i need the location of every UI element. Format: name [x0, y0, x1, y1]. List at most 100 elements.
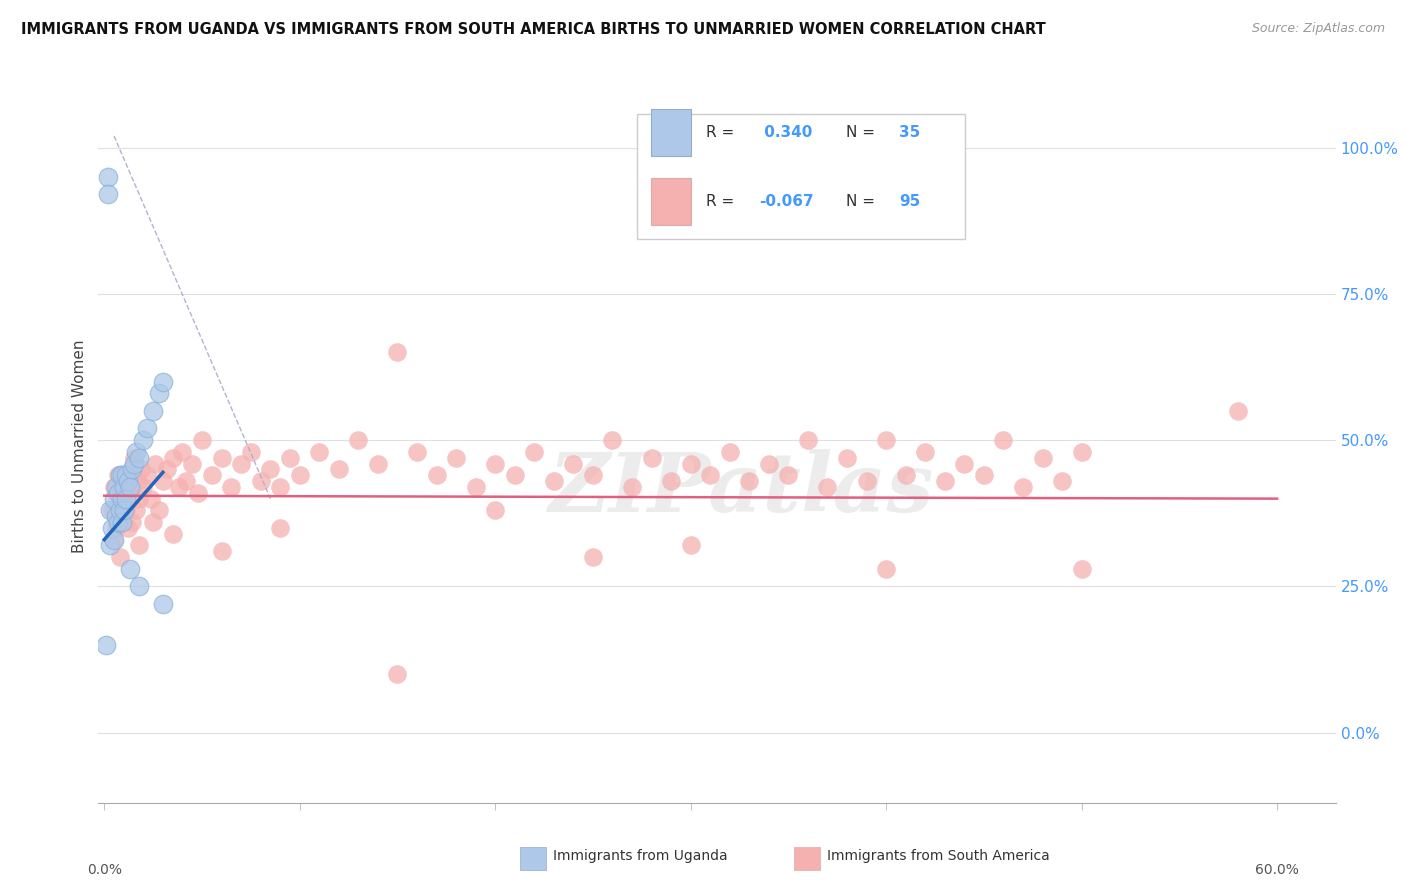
Point [108, 468, 131, 483]
Point [718, 445, 741, 459]
Point [211, 450, 233, 465]
Point [444, 450, 467, 465]
Point [143, 457, 166, 471]
Point [640, 450, 662, 465]
Point [156, 462, 179, 476]
Point [124, 445, 146, 459]
Point [136, 421, 159, 435]
Point [758, 457, 780, 471]
Point [108, 550, 131, 565]
Text: N =: N = [846, 125, 880, 140]
Point [152, 474, 174, 488]
Point [103, 491, 125, 506]
Text: ZIPatlas: ZIPatlas [550, 449, 935, 529]
Point [308, 445, 330, 459]
Point [562, 457, 585, 471]
Point [148, 503, 170, 517]
Point [122, 450, 145, 465]
Point [934, 474, 956, 488]
Point [152, 597, 174, 611]
Point [1012, 480, 1035, 494]
Text: 95: 95 [898, 194, 920, 209]
Point [105, 509, 128, 524]
Point [117, 474, 139, 488]
Point [582, 550, 605, 565]
Point [328, 462, 350, 476]
Point [103, 480, 125, 494]
Point [107, 468, 129, 483]
Point [221, 480, 243, 494]
Point [107, 485, 129, 500]
Point [128, 538, 150, 552]
Point [127, 474, 149, 488]
Point [117, 485, 139, 500]
Point [835, 450, 858, 465]
Point [249, 474, 271, 488]
Point [602, 433, 624, 447]
Point [797, 433, 820, 447]
Text: ■: ■ [524, 847, 544, 866]
Point [659, 474, 682, 488]
Point [875, 433, 897, 447]
Bar [651, 178, 692, 225]
Point [162, 450, 184, 465]
Point [131, 462, 153, 476]
Point [1031, 450, 1053, 465]
Point [122, 457, 145, 471]
Point [97, 187, 120, 202]
Point [426, 468, 449, 483]
Point [112, 480, 135, 494]
Point [953, 457, 976, 471]
Point [914, 445, 936, 459]
Point [172, 445, 194, 459]
Point [621, 480, 644, 494]
Point [973, 468, 995, 483]
Point [464, 480, 486, 494]
Point [96, 638, 118, 652]
Point [269, 480, 291, 494]
Point [101, 503, 124, 517]
Point [503, 468, 526, 483]
Text: Immigrants from South America: Immigrants from South America [827, 849, 1049, 863]
Point [128, 579, 150, 593]
Point [142, 515, 165, 529]
Point [817, 480, 839, 494]
Point [128, 491, 150, 506]
Point [162, 526, 184, 541]
Text: 0.0%: 0.0% [87, 863, 122, 878]
Point [167, 480, 190, 494]
Point [269, 521, 291, 535]
Point [136, 468, 159, 483]
Point [239, 445, 262, 459]
Point [118, 480, 141, 494]
Point [894, 468, 917, 483]
Text: N =: N = [846, 194, 880, 209]
Point [97, 169, 120, 184]
Point [132, 433, 155, 447]
Point [98, 503, 121, 517]
Text: R =: R = [706, 125, 740, 140]
Y-axis label: Births to Unmarried Women: Births to Unmarried Women [72, 339, 87, 553]
Point [543, 474, 565, 488]
Point [278, 450, 301, 465]
Point [201, 468, 224, 483]
Point [406, 445, 429, 459]
Point [101, 521, 124, 535]
Point [387, 345, 409, 359]
Point [1050, 474, 1073, 488]
Point [114, 468, 136, 483]
Point [347, 433, 370, 447]
Point [738, 474, 761, 488]
Point [114, 503, 136, 517]
FancyBboxPatch shape [637, 114, 965, 239]
Point [108, 515, 131, 529]
Point [105, 521, 128, 535]
Point [103, 533, 125, 547]
Point [288, 468, 311, 483]
Point [141, 491, 163, 506]
Point [142, 404, 165, 418]
Point [105, 480, 128, 494]
Point [111, 491, 134, 506]
Text: -0.067: -0.067 [759, 194, 814, 209]
Point [259, 462, 281, 476]
